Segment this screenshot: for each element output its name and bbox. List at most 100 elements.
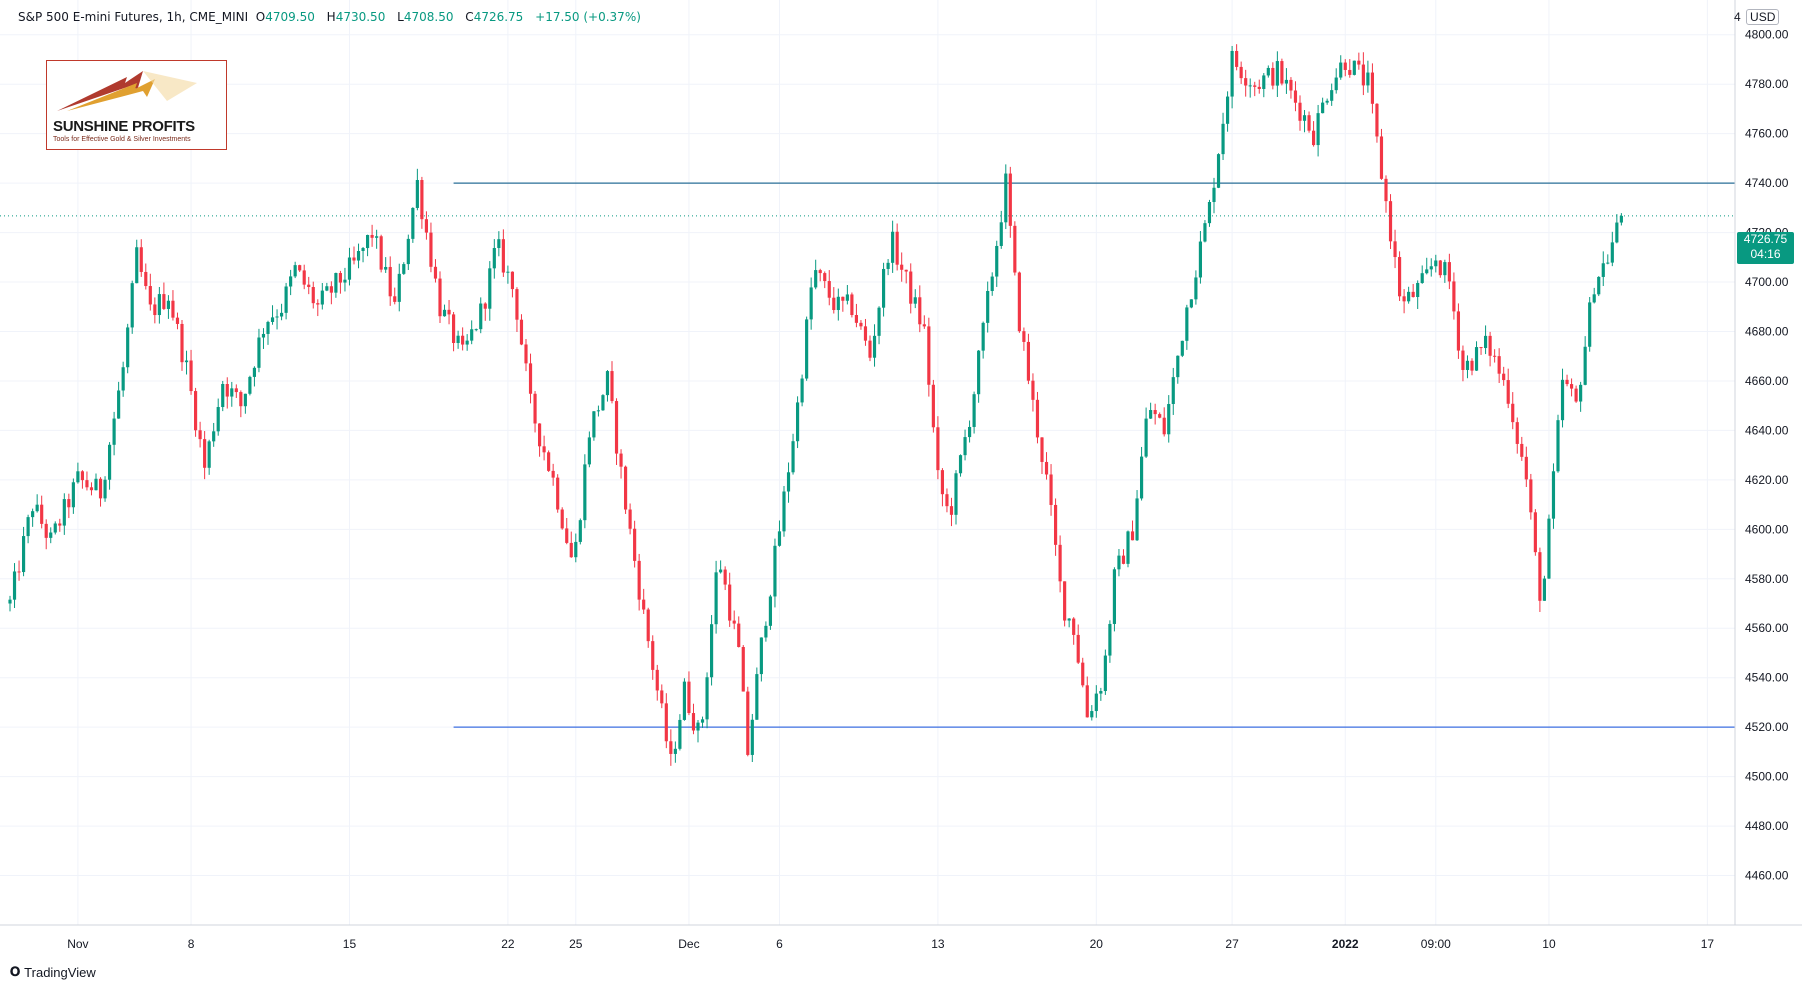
currency-code[interactable]: USD — [1746, 9, 1780, 25]
candle-body — [1185, 307, 1189, 341]
candle-body — [1099, 691, 1103, 694]
symbol-title: S&P 500 E-mini Futures, 1h, CME_MINI — [18, 10, 249, 24]
price-tick-label: 4460.00 — [1745, 869, 1789, 883]
time-tick-label: 09:00 — [1421, 937, 1451, 951]
candle-body — [67, 499, 71, 508]
candle-body — [1271, 67, 1275, 86]
currency-selector[interactable]: 4 USD — [1734, 9, 1780, 25]
candle-body — [990, 276, 994, 292]
candle-body — [402, 264, 406, 274]
candle-body — [1230, 50, 1234, 97]
candle-body — [954, 473, 958, 515]
candle-body — [1615, 222, 1619, 243]
candle-body — [1266, 67, 1270, 76]
candle-body — [98, 478, 103, 499]
candle-body — [1334, 77, 1338, 91]
candle-body — [31, 511, 35, 518]
candle-body — [537, 423, 542, 447]
price-tick-label: 4480.00 — [1745, 819, 1789, 833]
candle-body — [610, 371, 614, 402]
candle-body — [1619, 215, 1623, 223]
candle-body — [678, 719, 682, 749]
candle-body — [931, 384, 935, 428]
candle-body — [1153, 410, 1157, 415]
candle-body — [881, 268, 886, 308]
candle-body — [62, 499, 66, 526]
candle-body — [130, 283, 134, 328]
candle-body — [474, 329, 478, 331]
candle-body — [1081, 662, 1085, 686]
candle-body — [1049, 474, 1053, 505]
candle-body — [252, 367, 257, 377]
candle-body — [1244, 78, 1248, 86]
candle-body — [895, 231, 899, 265]
candle-body — [1149, 410, 1153, 419]
candle-body — [1325, 100, 1329, 103]
candle-body — [949, 506, 954, 515]
candle-body — [565, 528, 569, 543]
candle-body — [501, 239, 505, 273]
tradingview-watermark[interactable]: 𝐎 TradingView — [10, 964, 96, 980]
candle-body — [1547, 518, 1551, 579]
candle-body — [384, 266, 388, 270]
high-value: 4730.50 — [335, 10, 386, 24]
candle-body — [1497, 356, 1501, 374]
candle-body — [1040, 437, 1044, 462]
time-tick-label: 2022 — [1332, 937, 1359, 951]
candle-body — [497, 239, 501, 248]
candle-body — [21, 536, 26, 573]
candle-body — [157, 294, 161, 316]
candle-body — [709, 624, 714, 678]
candle-body — [1357, 60, 1361, 65]
candle-body — [850, 294, 854, 316]
candle-body — [515, 289, 519, 320]
price-tick-label: 4500.00 — [1745, 770, 1789, 784]
candle-body — [1583, 346, 1587, 385]
candle-body — [1316, 113, 1320, 146]
candle-body — [619, 453, 623, 467]
price-tick-label: 4680.00 — [1745, 324, 1789, 338]
candle-body — [1393, 241, 1397, 258]
candle-body — [461, 335, 465, 345]
candle-body — [1488, 335, 1492, 356]
candle-body — [918, 297, 922, 325]
candle-body — [1375, 103, 1379, 137]
candle-body — [714, 572, 718, 625]
candle-body — [1072, 618, 1076, 635]
time-tick-label: 6 — [776, 937, 783, 951]
candle-body — [637, 560, 641, 600]
candle-body — [542, 446, 546, 453]
candle-body — [995, 245, 999, 277]
candle-body — [153, 304, 157, 316]
last-price-tag: 4726.75 04:16 — [1737, 232, 1794, 264]
candle-body — [886, 262, 890, 269]
candle-body — [103, 479, 107, 499]
candle-body — [1461, 350, 1465, 370]
candle-body — [605, 371, 610, 396]
candle-body — [1456, 311, 1461, 351]
candle-body — [44, 523, 48, 538]
high-label: H — [326, 10, 336, 24]
candle-body — [1108, 623, 1112, 656]
candle-body — [1293, 90, 1298, 103]
close-value: 4726.75 — [473, 10, 524, 24]
candle-body — [1366, 72, 1370, 86]
candle-body — [1171, 377, 1175, 405]
candle-body — [1592, 294, 1596, 303]
candle-body — [429, 232, 433, 267]
candle-body — [596, 410, 601, 412]
time-tick-label: 8 — [188, 937, 195, 951]
candle-body — [628, 509, 632, 529]
time-tick-label: 22 — [501, 937, 515, 951]
candle-body — [977, 350, 981, 395]
candle-body — [705, 677, 709, 720]
candle-body — [506, 271, 510, 273]
candle-body — [1225, 96, 1230, 124]
candle-body — [438, 278, 442, 317]
candle-body — [307, 284, 311, 288]
candle-body — [524, 344, 528, 364]
candle-body — [633, 528, 637, 561]
candle-body — [144, 271, 148, 287]
